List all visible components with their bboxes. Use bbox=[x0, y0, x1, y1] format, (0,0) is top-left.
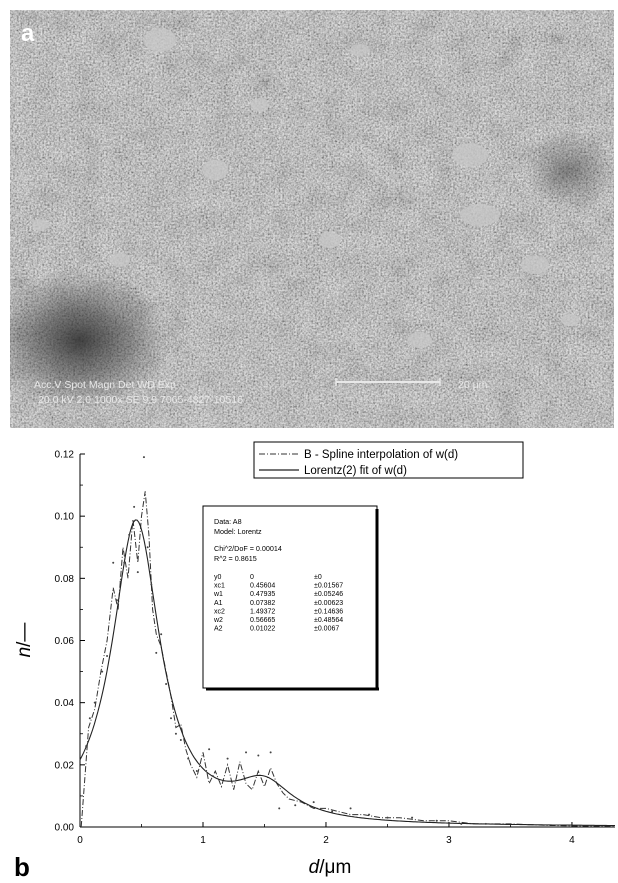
data-point bbox=[150, 583, 153, 586]
fit-param-value: 0.07382 bbox=[250, 600, 275, 607]
fit-report-line: Model: Lorentz bbox=[214, 527, 262, 536]
data-point bbox=[269, 751, 272, 754]
x-tick-label: 2 bbox=[323, 835, 329, 846]
x-tick-label: 4 bbox=[569, 835, 575, 846]
fit-param-name: A2 bbox=[214, 626, 223, 633]
y-tick-label: 0.06 bbox=[55, 636, 75, 647]
data-point bbox=[257, 754, 260, 757]
y-tick-label: 0.04 bbox=[55, 698, 75, 709]
data-point bbox=[278, 807, 281, 810]
lorentz-fit-line bbox=[79, 519, 615, 827]
fit-param-error: ±0.48564 bbox=[314, 617, 343, 624]
panel-label-a: a bbox=[21, 20, 35, 47]
x-tick-label: 3 bbox=[446, 835, 452, 846]
spline-line bbox=[80, 491, 616, 828]
fit-param-value: 0.45604 bbox=[250, 583, 275, 590]
data-point bbox=[119, 580, 122, 583]
data-point bbox=[484, 822, 487, 825]
y-tick-label: 0.10 bbox=[55, 512, 75, 523]
data-point bbox=[245, 751, 248, 754]
fit-param-error: ±0.05246 bbox=[314, 591, 343, 598]
size-distribution-chart: 0.00 0.02 0.04 0.06 0.08 0.10 0.12 0 1 2 3 4 B - Sp… bbox=[14, 441, 616, 878]
data-point bbox=[368, 813, 371, 816]
fit-param-error: ±0.0067 bbox=[314, 626, 339, 633]
fit-param-value: 1.49372 bbox=[250, 608, 275, 615]
data-point bbox=[170, 717, 173, 720]
data-point bbox=[411, 816, 414, 819]
data-point bbox=[331, 810, 334, 813]
data-point bbox=[133, 505, 136, 508]
fit-param-name: xc2 bbox=[214, 608, 225, 615]
lorentz-fit-series bbox=[79, 519, 615, 827]
fit-param-value: 0.47935 bbox=[250, 591, 275, 598]
data-point bbox=[226, 757, 229, 760]
fit-param-value: 0 bbox=[250, 574, 254, 581]
data-point bbox=[165, 683, 168, 686]
data-point bbox=[123, 561, 126, 564]
y-tick-label: 0.08 bbox=[55, 574, 75, 585]
data-point bbox=[146, 546, 149, 549]
data-point bbox=[349, 807, 352, 810]
data-point bbox=[179, 738, 182, 741]
fit-param-value: 0.01022 bbox=[250, 626, 275, 633]
sem-info-bar: Acc.V Spot Magn Det WD Exp 20.0 kV 2.0 1… bbox=[34, 378, 488, 406]
fit-param-error: ±0.01567 bbox=[314, 583, 343, 590]
sem-micrograph: Acc.V Spot Magn Det WD Exp 20.0 kV 2.0 1… bbox=[10, 10, 614, 428]
data-point bbox=[101, 670, 104, 673]
data-point bbox=[386, 816, 389, 819]
scatter-series bbox=[85, 456, 487, 825]
x-tick-label: 0 bbox=[77, 835, 83, 846]
x-axis-title: d/μm bbox=[309, 857, 352, 878]
data-point bbox=[187, 757, 190, 760]
legend: B - Spline interpolation of w(d) Lorentz(… bbox=[253, 441, 524, 479]
data-point bbox=[93, 701, 96, 704]
legend-label-spline: B - Spline interpolation of w(d) bbox=[304, 449, 458, 461]
fit-param-name: w2 bbox=[213, 617, 223, 624]
fit-report-line: Data: A8 bbox=[214, 517, 242, 526]
data-point bbox=[294, 804, 297, 807]
data-point bbox=[115, 599, 118, 602]
data-point bbox=[128, 533, 131, 536]
sem-scale-label: 20 μm bbox=[458, 379, 488, 391]
fit-param-name: w1 bbox=[213, 591, 223, 598]
data-point bbox=[435, 819, 438, 822]
data-point bbox=[136, 571, 139, 574]
plot-axes: 0.00 0.02 0.04 0.06 0.08 0.10 0.12 0 1 2 3 4 bbox=[55, 450, 615, 846]
data-point bbox=[155, 651, 158, 654]
fit-report-line: Chi^2/DoF = 0.00014 bbox=[214, 544, 282, 553]
data-point bbox=[174, 732, 177, 735]
legend-label-fit: Lorentz(2) fit of w(d) bbox=[304, 465, 407, 477]
data-point bbox=[460, 822, 463, 825]
data-point bbox=[208, 748, 211, 751]
legend-box bbox=[253, 441, 524, 479]
data-point bbox=[195, 770, 198, 773]
fit-param-error: ±0.14636 bbox=[314, 608, 343, 615]
fit-param-value: 0.56665 bbox=[250, 617, 275, 624]
fit-param-error: ±0.00623 bbox=[314, 600, 343, 607]
y-tick-label: 0.02 bbox=[55, 760, 75, 771]
spline-series bbox=[80, 491, 616, 828]
data-point bbox=[112, 561, 115, 564]
fit-report-line: R^2 = 0.8615 bbox=[214, 554, 257, 563]
sem-info-header: Acc.V Spot Magn Det WD Exp bbox=[34, 379, 176, 391]
y-tick-label: 0.00 bbox=[55, 823, 75, 834]
data-point bbox=[142, 456, 145, 459]
fit-param-name: A1 bbox=[214, 600, 223, 607]
data-point bbox=[106, 655, 109, 658]
axis-titles: d/μm n/— bbox=[14, 623, 351, 878]
data-point bbox=[85, 745, 88, 748]
data-point bbox=[160, 633, 163, 636]
fit-param-error: ±0 bbox=[314, 574, 322, 581]
x-tick-label: 1 bbox=[200, 835, 206, 846]
sem-particles bbox=[32, 28, 579, 348]
y-axis-title: n/— bbox=[14, 623, 35, 658]
sem-info-values: 20.0 kV 2.0 1000x SE 9.9 7065-4827-10516 bbox=[38, 394, 243, 406]
data-point bbox=[312, 801, 315, 804]
y-tick-label: 0.12 bbox=[55, 450, 75, 461]
fit-param-name: y0 bbox=[214, 574, 222, 581]
fit-param-name: xc1 bbox=[214, 583, 225, 590]
panel-label-b: b bbox=[14, 852, 30, 882]
data-point bbox=[88, 717, 91, 720]
